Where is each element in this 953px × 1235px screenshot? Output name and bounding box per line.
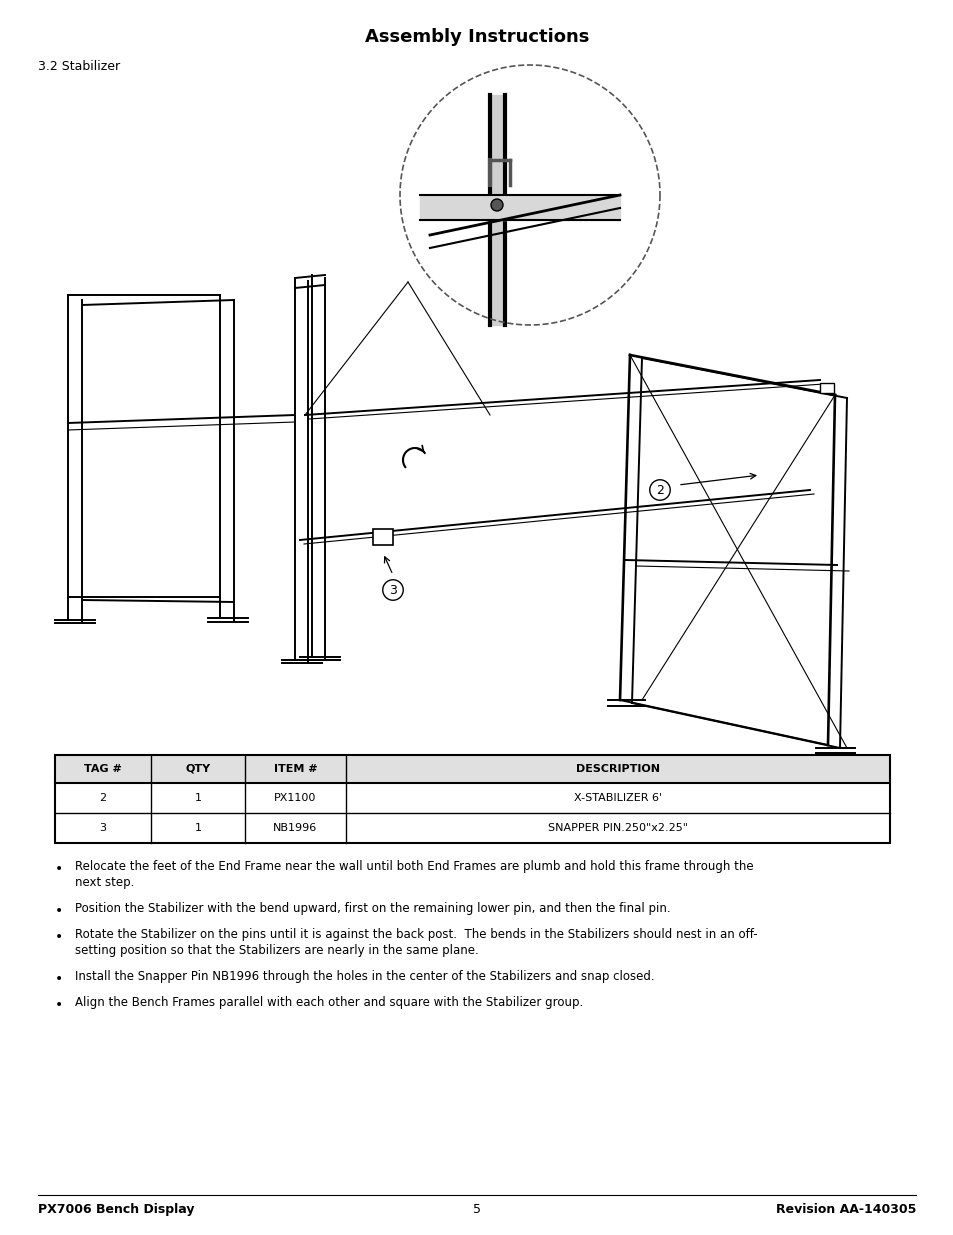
Text: SNAPPER PIN.250"x2.25": SNAPPER PIN.250"x2.25" (547, 823, 687, 832)
Text: 3: 3 (99, 823, 107, 832)
Text: setting position so that the Stabilizers are nearly in the same plane.: setting position so that the Stabilizers… (75, 944, 478, 957)
Text: •: • (55, 998, 63, 1011)
FancyBboxPatch shape (820, 383, 833, 393)
Text: NB1996: NB1996 (274, 823, 317, 832)
Text: Revision AA-140305: Revision AA-140305 (775, 1203, 915, 1216)
Text: •: • (55, 862, 63, 876)
Text: PX1100: PX1100 (274, 793, 316, 803)
Text: next step.: next step. (75, 876, 134, 889)
Circle shape (491, 199, 502, 211)
Text: PX7006 Bench Display: PX7006 Bench Display (38, 1203, 194, 1216)
Text: Assembly Instructions: Assembly Instructions (364, 28, 589, 46)
Circle shape (399, 65, 659, 325)
Text: 3.2 Stabilizer: 3.2 Stabilizer (38, 61, 120, 73)
Text: X-STABILIZER 6': X-STABILIZER 6' (573, 793, 661, 803)
Text: 1: 1 (194, 823, 201, 832)
Text: Relocate the feet of the End Frame near the wall until both End Frames are plumb: Relocate the feet of the End Frame near … (75, 860, 753, 873)
Text: 2: 2 (99, 793, 107, 803)
Text: 2: 2 (656, 483, 663, 496)
Text: DESCRIPTION: DESCRIPTION (576, 764, 659, 774)
FancyBboxPatch shape (55, 755, 889, 783)
Text: •: • (55, 904, 63, 918)
Text: QTY: QTY (186, 764, 211, 774)
Polygon shape (490, 95, 504, 325)
Text: •: • (55, 930, 63, 944)
Text: ITEM #: ITEM # (274, 764, 317, 774)
Text: Position the Stabilizer with the bend upward, first on the remaining lower pin, : Position the Stabilizer with the bend up… (75, 902, 670, 915)
Text: Rotate the Stabilizer on the pins until it is against the back post.  The bends : Rotate the Stabilizer on the pins until … (75, 927, 757, 941)
Text: 5: 5 (473, 1203, 480, 1216)
Polygon shape (419, 195, 619, 220)
Text: Align the Bench Frames parallel with each other and square with the Stabilizer g: Align the Bench Frames parallel with eac… (75, 995, 582, 1009)
Text: 3: 3 (389, 583, 396, 597)
Text: •: • (55, 972, 63, 986)
Text: 1: 1 (194, 793, 201, 803)
Text: Install the Snapper Pin NB1996 through the holes in the center of the Stabilizer: Install the Snapper Pin NB1996 through t… (75, 969, 654, 983)
FancyBboxPatch shape (373, 529, 393, 545)
Text: TAG #: TAG # (84, 764, 122, 774)
